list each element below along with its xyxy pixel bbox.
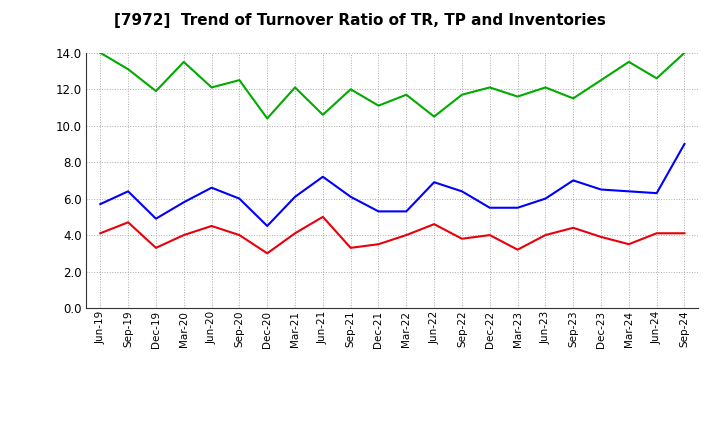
Trade Receivables bbox=[124, 220, 132, 225]
Text: [7972]  Trend of Turnover Ratio of TR, TP and Inventories: [7972] Trend of Turnover Ratio of TR, TP… bbox=[114, 13, 606, 28]
Trade Payables bbox=[402, 209, 410, 214]
Line: Inventories: Inventories bbox=[100, 53, 685, 118]
Trade Payables bbox=[485, 205, 494, 210]
Trade Receivables bbox=[458, 236, 467, 242]
Trade Payables bbox=[207, 185, 216, 191]
Inventories bbox=[152, 88, 161, 94]
Trade Payables bbox=[597, 187, 606, 192]
Inventories bbox=[207, 85, 216, 90]
Trade Receivables bbox=[346, 245, 355, 250]
Trade Payables bbox=[680, 141, 689, 147]
Trade Receivables bbox=[374, 242, 383, 247]
Inventories bbox=[513, 94, 522, 99]
Trade Receivables bbox=[263, 251, 271, 256]
Inventories bbox=[680, 50, 689, 55]
Inventories bbox=[652, 76, 661, 81]
Trade Receivables bbox=[680, 231, 689, 236]
Trade Payables bbox=[179, 200, 188, 205]
Trade Payables bbox=[291, 194, 300, 199]
Trade Payables bbox=[152, 216, 161, 221]
Trade Receivables bbox=[430, 221, 438, 227]
Trade Receivables bbox=[291, 231, 300, 236]
Trade Receivables bbox=[652, 231, 661, 236]
Inventories bbox=[430, 114, 438, 119]
Trade Receivables bbox=[485, 232, 494, 238]
Trade Payables bbox=[458, 189, 467, 194]
Trade Receivables bbox=[207, 224, 216, 229]
Inventories bbox=[291, 85, 300, 90]
Trade Payables bbox=[374, 209, 383, 214]
Inventories bbox=[597, 77, 606, 83]
Inventories bbox=[346, 87, 355, 92]
Inventories bbox=[569, 96, 577, 101]
Trade Payables bbox=[624, 189, 633, 194]
Trade Payables bbox=[569, 178, 577, 183]
Trade Payables bbox=[263, 224, 271, 229]
Trade Receivables bbox=[152, 245, 161, 250]
Inventories bbox=[124, 66, 132, 72]
Line: Trade Payables: Trade Payables bbox=[100, 144, 685, 226]
Trade Payables bbox=[235, 196, 243, 201]
Trade Payables bbox=[124, 189, 132, 194]
Trade Payables bbox=[652, 191, 661, 196]
Line: Trade Receivables: Trade Receivables bbox=[100, 217, 685, 253]
Trade Payables bbox=[513, 205, 522, 210]
Trade Payables bbox=[346, 194, 355, 199]
Trade Payables bbox=[541, 196, 550, 201]
Inventories bbox=[96, 50, 104, 55]
Inventories bbox=[179, 59, 188, 65]
Trade Payables bbox=[318, 174, 327, 180]
Trade Receivables bbox=[597, 234, 606, 239]
Trade Receivables bbox=[96, 231, 104, 236]
Inventories bbox=[624, 59, 633, 65]
Trade Receivables bbox=[541, 232, 550, 238]
Trade Receivables bbox=[179, 232, 188, 238]
Trade Receivables bbox=[624, 242, 633, 247]
Inventories bbox=[263, 116, 271, 121]
Trade Payables bbox=[96, 202, 104, 207]
Trade Receivables bbox=[318, 214, 327, 220]
Inventories bbox=[374, 103, 383, 108]
Inventories bbox=[541, 85, 550, 90]
Inventories bbox=[402, 92, 410, 97]
Trade Receivables bbox=[569, 225, 577, 231]
Trade Receivables bbox=[402, 232, 410, 238]
Inventories bbox=[318, 112, 327, 117]
Inventories bbox=[458, 92, 467, 97]
Inventories bbox=[485, 85, 494, 90]
Trade Receivables bbox=[235, 232, 243, 238]
Trade Receivables bbox=[513, 247, 522, 252]
Trade Payables bbox=[430, 180, 438, 185]
Inventories bbox=[235, 77, 243, 83]
